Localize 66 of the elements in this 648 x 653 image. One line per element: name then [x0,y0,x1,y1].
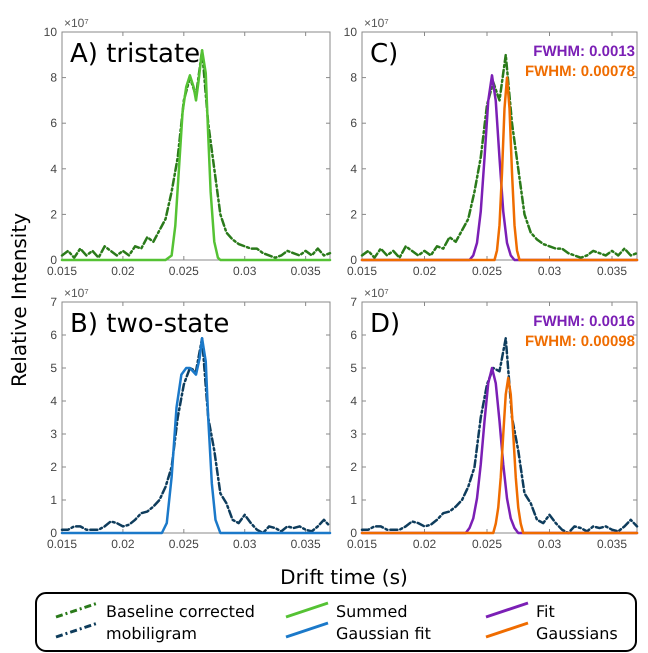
annotation: FWHM: 0.00078 [524,63,635,80]
y-tick-label: 2 [350,460,358,474]
y-tick-label: 5 [50,361,58,375]
x-tick-label: 0.025 [168,537,200,551]
x-tick-label: 0.035 [290,264,321,278]
y-tick-label: 2 [50,460,58,474]
x-tick-label: 0.015 [46,537,78,551]
y-tick-label: 5 [350,361,358,375]
x-tick-label: 0.03 [233,264,257,278]
y-tick-label: 10 [44,25,58,39]
x-tick-label: 0.025 [472,264,502,278]
x-tick-label: 0.015 [46,264,78,278]
y-tick-label: 6 [350,328,358,342]
x-tick-label: 0.035 [596,264,628,278]
chart-title: D) [370,309,400,339]
text: ×10⁷ [364,286,389,300]
legend-label: Baseline corrected mobiligram [106,602,255,643]
y-tick-label: 10 [344,25,358,39]
chart-title: A) tristate [70,39,200,69]
x-tick-label: 0.025 [472,537,502,551]
y-tick-label: 4 [350,162,358,176]
legend-label: Fit Gaussians [536,602,618,643]
chart-title: B) two-state [70,309,230,339]
x-tick-label: 0.035 [596,537,628,551]
y-tick-label: 4 [50,394,58,408]
y-tick-label: 8 [50,70,58,85]
y-tick-label: 4 [50,162,58,176]
x-axis-title: Drift time (s) [280,565,408,589]
y-tick-label: 4 [350,394,358,408]
y-tick-label: 6 [50,328,58,342]
annotation: FWHM: 0.0013 [533,43,635,60]
text: ×10⁷ [364,16,389,30]
annotation: FWHM: 0.0016 [533,313,635,330]
x-tick-label: 0.035 [290,537,321,551]
y-tick-label: 0 [350,253,358,267]
x-tick-label: 0.02 [111,264,135,278]
y-tick-label: 0 [50,526,58,540]
x-tick-label: 0.015 [346,537,378,551]
legend-label: Summed Gaussian fit [336,602,431,643]
y-tick-label: 0 [50,253,58,267]
x-tick-label: 0.025 [168,264,200,278]
x-tick-label: 0.02 [412,537,436,551]
line-series [60,337,332,534]
text: ×10⁷ [64,286,89,300]
annotation: FWHM: 0.00098 [524,333,635,350]
x-tick-label: 0.015 [346,264,378,278]
y-tick-label: 0 [350,526,358,540]
x-tick-label: 0.02 [412,264,436,278]
y-tick-label: 7 [350,295,358,309]
y-tick-label: 1 [50,493,58,507]
x-tick-label: 0.02 [111,537,135,551]
x-tick-label: 0.03 [538,264,562,278]
y-tick-label: 6 [50,116,58,130]
y-axis-title: Relative Intensity [7,212,31,388]
text: ×10⁷ [64,16,89,30]
y-tick-label: 2 [50,207,58,222]
y-tick-label: 3 [50,427,58,441]
x-tick-label: 0.03 [538,537,562,551]
x-tick-label: 0.03 [233,537,257,551]
y-tick-label: 3 [350,427,358,441]
chart-title: C) [370,39,398,69]
y-tick-label: 2 [350,207,358,222]
y-tick-label: 8 [350,70,358,85]
y-tick-label: 6 [350,116,358,130]
y-tick-label: 7 [50,295,58,309]
y-tick-label: 1 [350,493,358,507]
